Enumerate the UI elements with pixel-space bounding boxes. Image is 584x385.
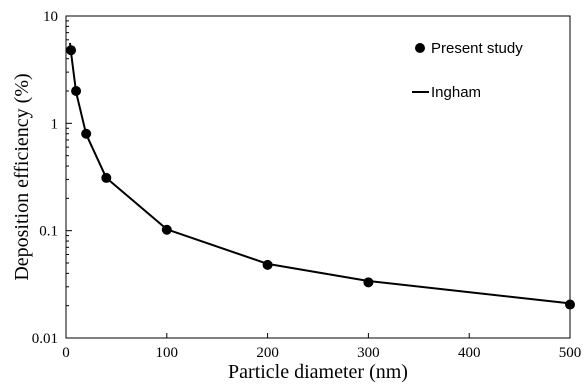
x-axis-tick-labels: 0 100 200 300 400 500: [62, 345, 581, 361]
y-axis-tick-labels: 10 1 0.1 0.01: [32, 9, 58, 347]
present-study-point: [161, 224, 172, 235]
legend-marker-present-study: [415, 43, 425, 53]
y-axis-title: Deposition efficiency (%): [11, 73, 33, 280]
y-axis-ticks: [66, 15, 72, 339]
present-study-point: [101, 172, 112, 183]
x-axis-ticks: [65, 333, 571, 338]
x-tick-label: 0: [62, 345, 70, 361]
present-study-point: [363, 277, 374, 288]
present-study-point: [71, 86, 82, 97]
x-tick-label: 400: [458, 345, 481, 361]
legend: Present study Ingham: [412, 40, 523, 101]
ingham-line: [69, 42, 571, 305]
y-tick-label: 1: [51, 116, 59, 132]
x-tick-label: 500: [559, 345, 582, 361]
present-study-point: [66, 45, 77, 56]
present-study-series: [66, 45, 575, 310]
ingham-series: [69, 42, 571, 305]
legend-label-ingham: Ingham: [431, 84, 481, 101]
y-tick-label: 0.01: [32, 331, 58, 347]
x-axis-title: Particle diameter (nm): [228, 361, 408, 383]
x-tick-label: 300: [357, 345, 380, 361]
present-study-point: [565, 299, 575, 310]
legend-label-present-study: Present study: [431, 40, 523, 57]
y-tick-label: 0.1: [39, 224, 58, 240]
present-study-point: [81, 128, 92, 139]
present-study-point: [262, 259, 273, 270]
x-tick-label: 200: [256, 345, 279, 361]
x-tick-label: 100: [156, 345, 179, 361]
plot-area: [65, 15, 571, 339]
y-tick-label: 10: [43, 9, 58, 25]
